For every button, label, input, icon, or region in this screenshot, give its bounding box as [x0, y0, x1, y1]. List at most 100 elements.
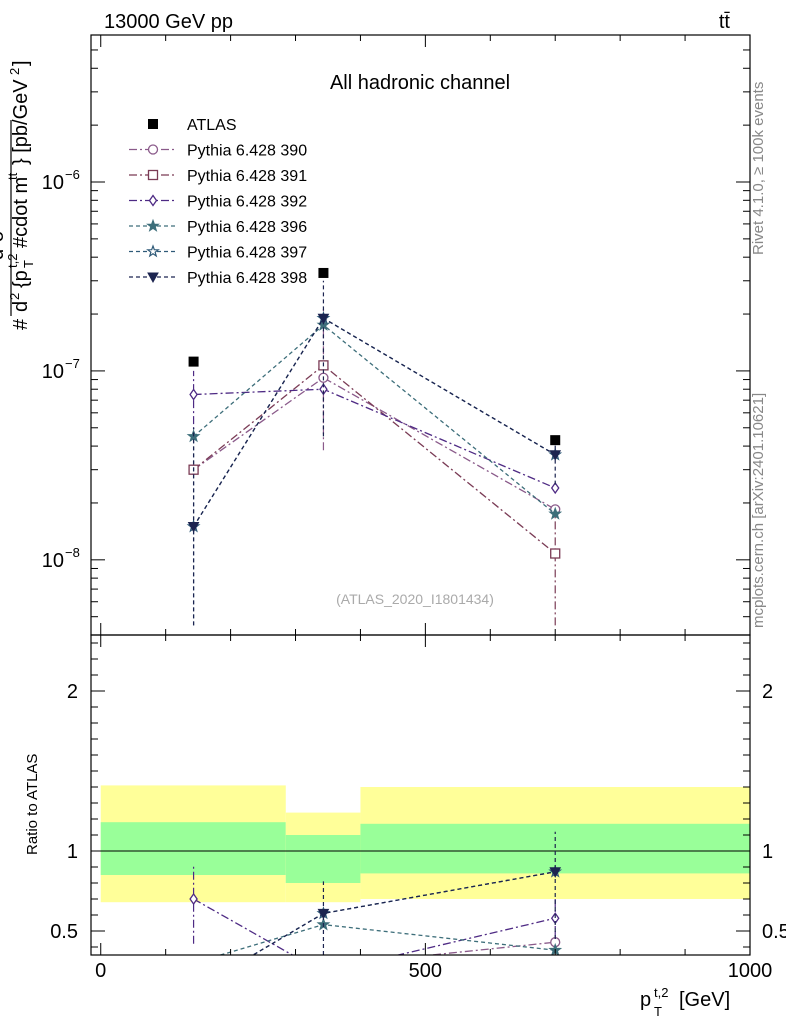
legend-marker	[146, 218, 160, 232]
ratio-series	[188, 917, 563, 968]
series-pythia-6-428-392	[189, 370, 560, 495]
svg-text:} [pb/GeV: } [pb/GeV	[10, 79, 32, 165]
series-line	[193, 324, 556, 515]
ratio-point	[318, 954, 329, 955]
ratio-point	[188, 958, 198, 968]
data-point	[548, 506, 563, 520]
y-tick-label: 10 −6	[42, 167, 80, 194]
series-pythia-6-428-397	[186, 310, 563, 626]
svg-text:tt: tt	[5, 172, 20, 180]
x-tick-label: 1000	[728, 960, 773, 982]
ratio-y-tick-label-right: 1	[762, 841, 773, 863]
source-label: mcplots.cern.ch [arXiv:2401.10621]	[750, 393, 767, 628]
legend-marker	[148, 119, 158, 129]
series-pythia-6-428-390	[188, 306, 561, 515]
chart-title: All hadronic channel	[330, 72, 510, 94]
series-line	[193, 376, 556, 510]
rivet-label: Rivet 4.1.0, ≥ 100k events	[750, 82, 767, 255]
legend-marker	[147, 144, 159, 155]
ratio-y-tick-label-right: 2	[762, 681, 773, 703]
legend-marker	[147, 169, 159, 181]
ratio-point	[551, 967, 560, 976]
data-point	[189, 388, 198, 401]
ratio-line	[194, 960, 556, 971]
ratio-point	[188, 985, 198, 995]
ratio-point	[549, 867, 562, 878]
ratio-y-tick-label: 1	[67, 841, 78, 863]
atlas-data-point	[188, 356, 199, 367]
ratio-series	[189, 865, 560, 978]
svg-text:−7: −7	[65, 356, 80, 371]
ratio-y-tick-label: 0.5	[50, 921, 78, 943]
svg-text:10: 10	[42, 550, 64, 572]
uncertainty-band-inner	[285, 835, 361, 883]
svg-text:−6: −6	[65, 167, 80, 182]
svg-text:#: #	[10, 318, 32, 330]
series-pythia-6-428-396	[186, 317, 563, 520]
y-tick-label: 10 −7	[42, 356, 80, 383]
series-line	[193, 317, 556, 527]
y-tick-label: 10 −8	[42, 545, 80, 572]
series-pythia-6-428-391	[188, 360, 561, 626]
series-line	[193, 388, 556, 489]
ratio-point	[189, 963, 198, 972]
svg-text:t,2: t,2	[5, 254, 20, 268]
svg-text:]: ]	[10, 60, 32, 66]
process-label: tt̄	[719, 11, 731, 33]
x-axis-label: p t,2 T [GeV]	[640, 985, 730, 1019]
legend-label: Pythia 6.428 397	[187, 245, 307, 262]
svg-text:T: T	[21, 260, 36, 268]
svg-text:10: 10	[42, 172, 64, 194]
legend-label: Pythia 6.428 396	[187, 219, 307, 236]
ratio-point	[317, 908, 330, 920]
legend-label: Pythia 6.428 391	[187, 168, 307, 185]
legend-marker	[147, 272, 159, 284]
x-tick-label: 0	[95, 960, 106, 982]
series-pythia-6-428-398	[187, 280, 562, 626]
ratio-series	[189, 831, 562, 995]
svg-text:10: 10	[42, 361, 64, 383]
main-panel: ATLAS Pythia 6.428 390 Pythia 6.428 391 Pyt…	[42, 34, 751, 636]
legend: ATLAS Pythia 6.428 390 Pythia 6.428 391 Pyt…	[129, 117, 307, 287]
data-point	[187, 522, 200, 533]
ratio-frame	[90, 634, 751, 956]
svg-text:[GeV]: [GeV]	[679, 989, 730, 1011]
ratio-y-tick-label: 2	[67, 681, 78, 703]
legend-label: ATLAS	[187, 117, 237, 134]
svg-text:2: 2	[7, 293, 22, 300]
series-line	[193, 364, 556, 555]
svg-text:{p: {p	[10, 270, 32, 288]
legend-label: Pythia 6.428 398	[187, 270, 307, 287]
ratio-line	[193, 898, 556, 955]
data-point	[550, 548, 561, 559]
ratio-point	[189, 986, 199, 995]
atlas-data-point	[550, 435, 561, 446]
y-axis-label: # d 2 {p T t,2 #cdot m tt } [pb/GeV 2 ] …	[0, 60, 36, 330]
legend-marker	[148, 194, 158, 207]
svg-text:d: d	[10, 301, 32, 312]
svg-text:#cdot m: #cdot m	[10, 177, 32, 248]
x-tick-label: 500	[409, 960, 442, 982]
ratio-series	[189, 954, 560, 976]
ratio-point	[189, 892, 198, 906]
svg-text:d²σ: d²σ	[0, 229, 8, 260]
ratio-point	[320, 968, 327, 978]
ratio-panel: 0 500 1000 0.5 0.5 1 1 2 2	[50, 634, 786, 995]
svg-text:p: p	[640, 989, 651, 1011]
legend-label: Pythia 6.428 392	[187, 194, 307, 211]
ratio-point	[189, 963, 198, 972]
ratio-point	[319, 962, 328, 971]
svg-text:2: 2	[7, 68, 22, 75]
legend-marker	[146, 244, 160, 258]
energy-label: 13000 GeV pp	[104, 11, 233, 33]
svg-text:t,2: t,2	[654, 985, 668, 1000]
atlas-data-point	[318, 267, 329, 278]
ratio-y-tick-label-right: 0.5	[762, 921, 786, 943]
data-point	[550, 481, 560, 495]
data-point	[317, 313, 330, 325]
analysis-watermark: (ATLAS_2020_I1801434)	[336, 591, 494, 607]
svg-text:T: T	[654, 1004, 662, 1019]
ratio-y-label: Ratio to ATLAS	[24, 754, 41, 855]
data-point	[549, 450, 562, 461]
